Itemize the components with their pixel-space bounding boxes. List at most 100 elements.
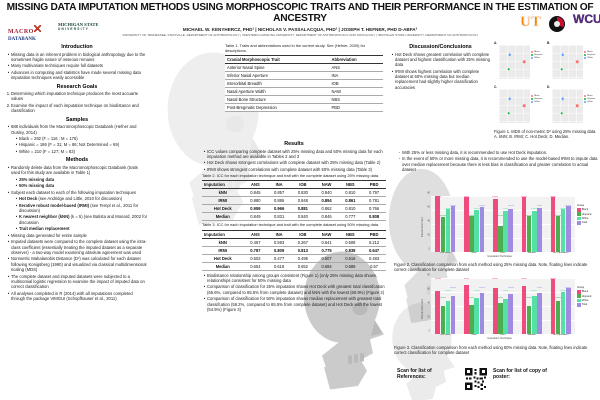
left-column: Introduction • Missing data is an inheren… (6, 41, 148, 303)
mds-point-white (508, 97, 512, 101)
chart-plot-area (431, 195, 575, 253)
table-cell: 0.810 (338, 204, 363, 214)
x-tick-label: No Imputation (552, 251, 569, 255)
table-cell: 0.966 (267, 204, 291, 214)
bar-total (537, 207, 542, 253)
list-item: • IRMI shows highest correlation with com… (391, 68, 480, 90)
list-item: • Imputed datasets were compared to the c… (7, 239, 147, 255)
bar-black (550, 196, 556, 253)
discussion-bullets: • Hot Deck shows greatest correlation wit… (390, 52, 491, 91)
list-item: • IRMI shows strongest correlations with … (203, 166, 373, 172)
introduction-heading: Introduction (61, 44, 93, 50)
table-row: Hot Deck 0.502 0.477 0.495 0.507 0.516 0.483 (202, 254, 386, 263)
panel-letter: D. (547, 85, 551, 89)
bar-white (445, 208, 451, 253)
list-item: • Subjest each dataset to each of the fol… (7, 189, 137, 195)
complete-dataset-reference-line (560, 208, 567, 210)
bar-hispanic (555, 215, 561, 253)
table2-caption: Table 2. ICC for each imputation techniq… (202, 173, 380, 179)
research-goals-heading: Research Goals (56, 83, 98, 90)
poster-title: MISSING DATA IMPUTATION METHODS USING MO… (6, 2, 594, 24)
complete-dataset-reference-line (492, 277, 499, 279)
table-cell: 0.502 (243, 254, 268, 263)
list-item: • Hot Deck shows greatest correlation wit… (391, 51, 490, 68)
bar-white (503, 211, 508, 253)
list-item: • Advances in computing and statistics ha… (7, 69, 141, 81)
mds-plot-area (552, 45, 583, 79)
complete-dataset-reference-line (560, 290, 567, 292)
figure2-caption: Figure 2. Classification comparison from… (394, 262, 588, 272)
wcu-logo: WCU (573, 12, 600, 26)
table-cell: 0.647 (362, 246, 386, 255)
complete-dataset-reference-line (521, 195, 527, 197)
table-cell: IOB (329, 79, 383, 88)
table3-caption: Table 3. ICC for each imputation techniq… (202, 222, 380, 228)
ut-logo: UT (520, 14, 541, 30)
bar-total (508, 209, 514, 253)
figure1-mds: A. Black Hispanic White B. Black Hispanic White… (494, 41, 598, 139)
complete-dataset-reference-line (507, 205, 514, 207)
complete-dataset-reference-line (555, 214, 561, 216)
complete-dataset-reference-line (468, 214, 475, 216)
complete-dataset-reference-line (473, 290, 480, 292)
table-header-cell: Imputation (202, 229, 244, 239)
table-cell: 0.766 (362, 204, 386, 214)
mds-plot-area (499, 89, 530, 123)
complete-dataset-reference-line (497, 214, 504, 216)
forensic-center-seal-icon (549, 16, 565, 32)
legend-label: Total (581, 221, 588, 225)
table-row: IRMI 0.787 0.809 0.813 0.775 0.838 0.647 (202, 246, 386, 255)
table-cell: IRMI (202, 196, 244, 206)
table-cell: 0.846 (314, 212, 339, 222)
table-cell: 0.845 (243, 188, 268, 198)
table-cell: 0.781 (362, 196, 386, 206)
complete-dataset-reference-line (445, 290, 451, 292)
list-item: • Black = 292 (F = 116 ; M = 176) (15, 136, 78, 141)
table-cell: 0.838 (338, 246, 363, 255)
table-cell: 0.654 (243, 262, 268, 271)
table1-traits: Table 1. Traits and abbreviations used i… (225, 43, 383, 112)
bar-black (521, 286, 527, 335)
x-tick-label: kNN (500, 251, 506, 255)
macro-databank-logo: MACRO DATABANK (8, 21, 41, 42)
macro-logo-text: MACRO (8, 29, 34, 35)
table-cell: 0.516 (338, 254, 363, 263)
table-cell: 0.831 (267, 212, 291, 222)
bar-group-hot-deck (431, 277, 460, 335)
bar-black (464, 285, 469, 335)
bar-total (450, 295, 456, 335)
bar-group-no-imputation (546, 195, 575, 253)
legend-swatch (577, 216, 581, 221)
table-row: Inferior Nasal Aperture INA (225, 71, 383, 80)
legend-swatch (577, 298, 581, 303)
table-row: Hot Deck 0.959 0.966 0.881 0.862 0.810 0.766 (202, 204, 386, 214)
table-header-cell: NBS (338, 180, 363, 190)
qr-code-references (465, 368, 487, 390)
legend-swatch (577, 212, 581, 216)
table-cell: 0.507 (314, 254, 339, 263)
bar-total (479, 206, 485, 253)
table-header-cell: NAW (314, 229, 339, 239)
mds-legend: Black Hispanic White (584, 95, 598, 103)
table-row: Nasal Bone Structure NBS (225, 95, 383, 104)
bar-group-hot-deck (431, 195, 460, 253)
mds-panel-a: A. Black Hispanic White (494, 41, 545, 83)
table-cell: 0.813 (290, 246, 315, 255)
complete-dataset-reference-line (463, 195, 470, 197)
table-cell: kNN (202, 238, 244, 247)
bar-group-no-imputation (546, 277, 575, 335)
table-cell: Anterior Nasal Spine (225, 63, 330, 72)
footer: Scan for list of References: Scan for li… (397, 368, 598, 390)
list-item: - In the event of 50% or more missing dat… (398, 156, 598, 173)
legend-swatch (577, 294, 581, 298)
bar-hispanic (498, 302, 503, 335)
bar-white (532, 211, 537, 253)
table-cell: Nasal Bone Structure (225, 95, 330, 104)
list-item: • Iterative robust model-based (IRMI) (se… (15, 202, 139, 213)
bar-total (479, 293, 485, 335)
table-cell: 0.959 (243, 204, 268, 214)
bar-hispanic (469, 215, 474, 253)
bar-white (474, 297, 480, 335)
table-cell: 0.857 (267, 188, 291, 198)
mds-panel-d: D. Black Hispanic White (547, 85, 598, 127)
